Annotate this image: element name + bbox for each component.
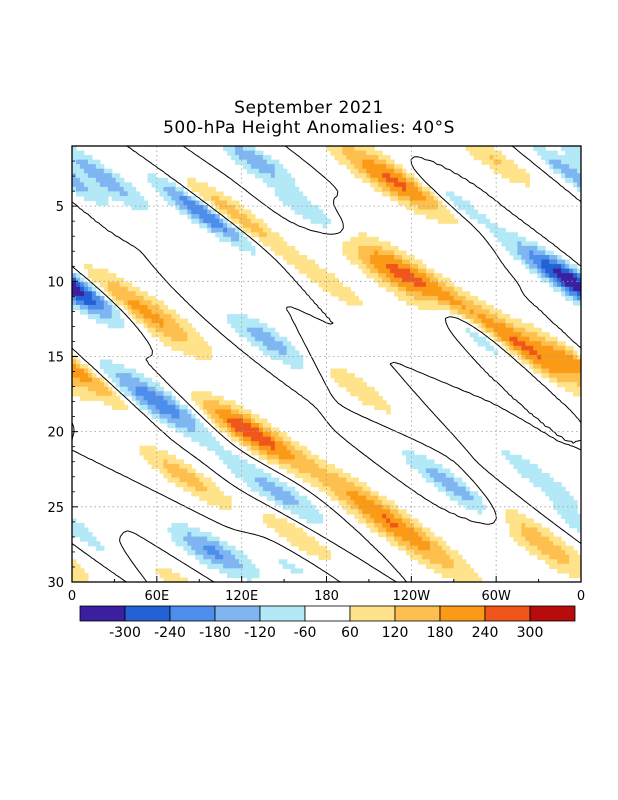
y-tick-label: 25 [47,501,64,516]
colorbar-label: -180 [199,625,231,641]
y-tick-label: 30 [47,576,64,591]
x-tick-label: 120W [392,589,430,604]
colorbar-swatch [484,605,531,622]
x-tick-label: 0 [577,589,585,604]
grid-lines [72,146,581,582]
colorbar-swatch [349,605,396,622]
colorbar-swatch [79,605,126,622]
y-tick-label: 20 [47,426,64,441]
colorbar-swatch [214,605,261,622]
colorbar-swatch [529,605,576,622]
colorbar-label: 300 [517,625,544,641]
y-axis: 5 10 15 20 25 30 [47,160,78,591]
colorbar-swatch [169,605,216,622]
colorbar-swatch [439,605,486,622]
y-tick-label: 15 [47,350,64,365]
colorbar-label: 60 [341,625,359,641]
zero-contour-line [72,146,581,582]
chart-subtitle: 500-hPa Height Anomalies: 40°S [163,118,455,138]
colorbar-label: 240 [472,625,499,641]
title-block: September 2021 500-hPa Height Anomalies:… [0,98,618,138]
colorbar-label: -240 [154,625,186,641]
colorbar-swatch [394,605,441,622]
x-tick-label: 60E [144,589,169,604]
colorbar-swatch [124,605,171,622]
zero-contours [72,146,581,582]
colorbar-label: 180 [427,625,454,641]
colorbar-swatch [259,605,306,622]
x-tick-label: 0 [68,589,76,604]
colorbar-label: -60 [294,625,317,641]
x-tick-label: 120E [225,589,258,604]
colorbar-label: 120 [382,625,409,641]
x-axis: 0 60E 120E 180 120W 60W 0 [68,576,585,604]
chart-title: September 2021 [234,98,384,118]
x-tick-label: 60W [481,589,511,604]
colorbar-label: -300 [109,625,141,641]
colorbar-swatch [304,605,351,622]
y-tick-label: 5 [56,200,64,215]
x-tick-label: 180 [314,589,339,604]
colorbar: -300 -240 -180 -120 -60 60 120 180 240 300 [79,605,576,641]
colorbar-label: -120 [244,625,276,641]
y-tick-label: 10 [47,275,64,290]
anomaly-field [72,146,581,582]
